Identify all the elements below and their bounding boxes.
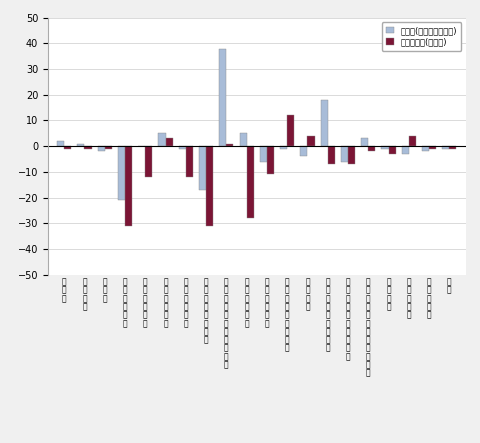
Bar xyxy=(368,146,375,152)
Bar xyxy=(219,49,227,146)
Bar xyxy=(280,146,287,149)
Bar xyxy=(227,144,233,146)
Bar xyxy=(429,146,436,149)
Bar xyxy=(145,146,152,177)
Bar xyxy=(186,146,193,177)
Bar xyxy=(267,146,274,175)
Bar xyxy=(422,146,429,152)
Bar xyxy=(361,139,368,146)
Legend: 前月比(季節調整済指数), 前年同月比(原指数): 前月比(季節調整済指数), 前年同月比(原指数) xyxy=(382,22,461,51)
Bar xyxy=(348,146,355,164)
Bar xyxy=(158,133,166,146)
Bar xyxy=(402,146,409,154)
Bar xyxy=(409,136,416,146)
Bar xyxy=(105,146,112,149)
Bar xyxy=(247,146,254,218)
Bar xyxy=(125,146,132,226)
Bar xyxy=(166,139,173,146)
Bar xyxy=(341,146,348,162)
Bar xyxy=(64,146,72,149)
Bar xyxy=(77,144,84,146)
Bar xyxy=(321,100,328,146)
Bar xyxy=(84,146,92,149)
Bar xyxy=(449,146,456,149)
Bar xyxy=(118,146,125,200)
Bar xyxy=(328,146,335,164)
Bar xyxy=(199,146,206,190)
Bar xyxy=(97,146,105,152)
Bar xyxy=(442,146,449,149)
Bar xyxy=(308,136,314,146)
Bar xyxy=(179,146,186,149)
Bar xyxy=(287,115,294,146)
Bar xyxy=(300,146,308,156)
Bar xyxy=(389,146,396,154)
Bar xyxy=(57,141,64,146)
Bar xyxy=(206,146,213,226)
Bar xyxy=(240,133,247,146)
Bar xyxy=(382,146,389,149)
Bar xyxy=(260,146,267,162)
